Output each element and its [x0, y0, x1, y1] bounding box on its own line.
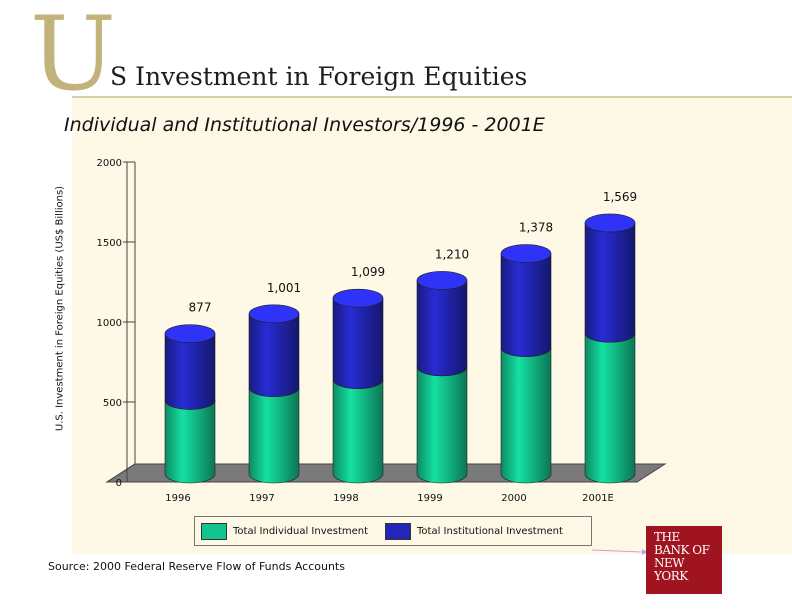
- data-label-total: 1,210: [435, 247, 469, 261]
- legend-label-individual: Total Individual Investment: [233, 526, 369, 537]
- bar-institutional-2000: [500, 253, 552, 357]
- data-label-total: 1,569: [603, 190, 637, 204]
- y-tick-label: 2000: [97, 158, 122, 169]
- bar-institutional-1997: [248, 313, 300, 397]
- x-tick-label: 1998: [333, 493, 358, 504]
- data-label-total: 877: [189, 301, 212, 315]
- y-tick-label: 1500: [97, 238, 122, 249]
- bar-top-cap: [584, 213, 636, 233]
- x-tick-label: 2000: [501, 493, 526, 504]
- y-tick-label: 500: [103, 398, 122, 409]
- legend-swatch-institutional: [385, 523, 411, 540]
- logo-line: THE: [654, 530, 680, 544]
- bar-top-cap: [332, 288, 384, 308]
- bar-individual-2000: [500, 347, 552, 484]
- bar-top-cap: [500, 244, 552, 263]
- bar-individual-1996: [164, 400, 216, 484]
- bar-institutional-1999: [416, 280, 468, 377]
- x-tick-label: 2001E: [582, 493, 614, 504]
- bar-individual-1997: [248, 387, 300, 484]
- title-initial: U: [30, 0, 116, 114]
- x-tick-label: 1999: [417, 493, 442, 504]
- legend-swatch-individual: [201, 523, 227, 540]
- logo-line: YORK: [654, 569, 688, 583]
- logo-line: NEW: [654, 556, 685, 570]
- x-tick-label: 1997: [249, 493, 274, 504]
- bar-individual-1998: [332, 379, 384, 484]
- slide-subtitle: Individual and Institutional Investors/1…: [64, 114, 545, 136]
- data-label-total: 1,001: [267, 281, 301, 295]
- bar-individual-2001E: [584, 333, 636, 484]
- y-tick-label: 0: [116, 478, 122, 489]
- data-label-total: 1,378: [519, 221, 553, 235]
- bank-logo: THE BANK OF NEW YORK: [646, 526, 722, 594]
- bar-institutional-1996: [164, 333, 216, 410]
- bar-individual-1999: [416, 366, 468, 484]
- bar-top-cap: [248, 304, 300, 324]
- logo-line: BANK OF: [654, 543, 710, 557]
- title-rule: [72, 96, 792, 98]
- legend-item-individual: Total Individual Investment: [201, 523, 368, 540]
- bar-top-cap: [164, 324, 216, 343]
- pointer-arrow-icon: [642, 549, 648, 555]
- bar-institutional-2001E: [584, 222, 636, 343]
- slide-title: S Investment in Foreign Equities: [110, 62, 528, 91]
- chart-legend: Total Individual Investment Total Instit…: [194, 516, 592, 546]
- floor-edge: [106, 463, 136, 483]
- y-tick-label: 1000: [97, 318, 122, 329]
- legend-item-institutional: Total Institutional Investment: [385, 523, 563, 540]
- source-note: Source: 2000 Federal Reserve Flow of Fun…: [48, 560, 345, 573]
- bar-institutional-1998: [332, 298, 384, 389]
- pointer-line: [591, 549, 643, 553]
- data-label-total: 1,099: [351, 265, 385, 279]
- x-tick-label: 1996: [165, 493, 190, 504]
- bar-top-cap: [416, 271, 468, 290]
- legend-label-institutional: Total Institutional Investment: [417, 526, 563, 537]
